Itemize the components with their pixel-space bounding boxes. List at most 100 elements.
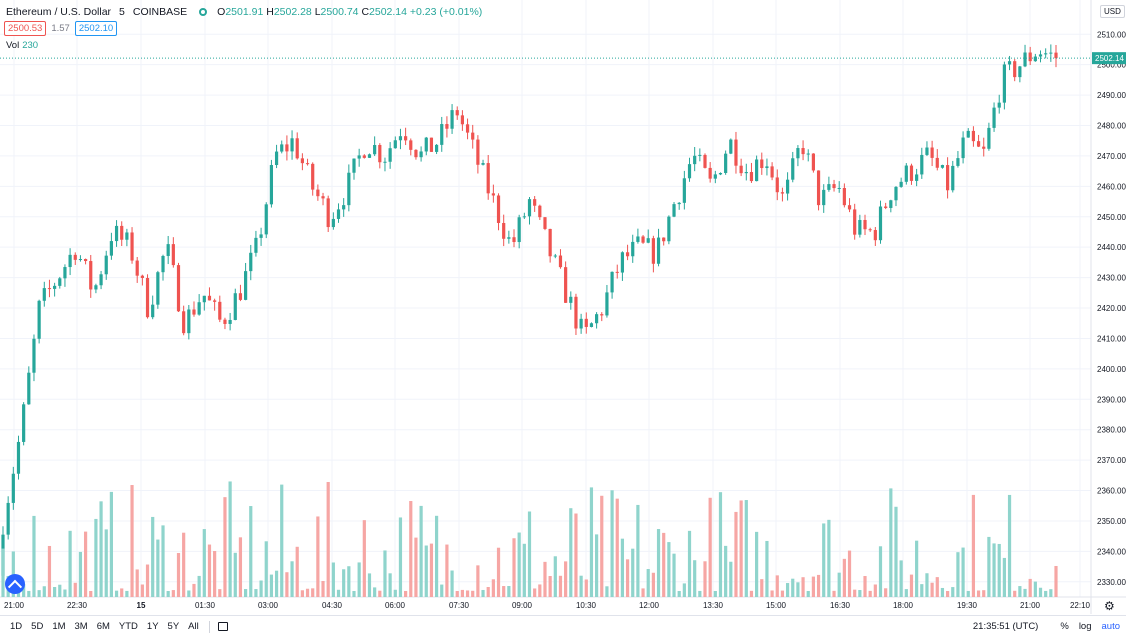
candle-body xyxy=(553,255,557,257)
volume-bar xyxy=(878,546,883,597)
volume-bar xyxy=(249,506,253,597)
candle-body xyxy=(486,163,490,194)
volume-bar xyxy=(151,516,155,597)
auto-scale-toggle[interactable]: auto xyxy=(1101,621,1121,632)
volume-bar xyxy=(429,543,434,597)
candle-body xyxy=(811,153,815,171)
utc-clock[interactable]: 21:35:51 (UTC) xyxy=(972,621,1039,632)
candle-body xyxy=(1044,53,1048,55)
candle-body xyxy=(460,115,464,125)
volume-bar xyxy=(254,589,258,597)
range-button-5d[interactable]: 5D xyxy=(31,621,44,632)
log-scale-toggle[interactable]: log xyxy=(1078,621,1092,632)
candle-body xyxy=(1018,66,1022,78)
y-tick-label: 2350.00 xyxy=(1097,517,1126,526)
scale-controls: 21:35:51 (UTC) % log auto xyxy=(973,621,1120,632)
candle-body xyxy=(244,271,248,300)
candle-body xyxy=(801,148,805,155)
candle-body xyxy=(785,179,790,194)
volume-bar xyxy=(636,504,640,597)
volume-bar xyxy=(605,586,609,597)
candle-body xyxy=(517,217,521,243)
volume-bar xyxy=(873,584,877,597)
volume-bar xyxy=(558,575,563,597)
calendar-icon[interactable] xyxy=(217,622,228,631)
candle-body xyxy=(264,204,268,235)
volume-bar xyxy=(708,497,712,597)
range-button-5y[interactable]: 5Y xyxy=(167,621,180,632)
range-button-1m[interactable]: 1M xyxy=(52,621,66,632)
volume-bar xyxy=(202,529,206,597)
candle-body xyxy=(971,130,976,142)
volume-bar xyxy=(321,580,325,597)
volume-bar xyxy=(584,579,588,597)
volume-bar xyxy=(156,539,160,597)
gear-icon[interactable]: ⚙ xyxy=(1104,599,1115,613)
candle-body xyxy=(724,153,728,173)
x-tick-label: 13:30 xyxy=(703,601,724,610)
currency-label[interactable]: USD xyxy=(1100,5,1125,18)
candle-body xyxy=(976,141,981,147)
price-chart[interactable]: 2330.00 2340.00 2350.00 2360.00 2370.00 2380.… xyxy=(0,0,1126,614)
candle-body xyxy=(569,296,573,303)
volume-bar xyxy=(641,588,645,597)
volume-bar xyxy=(440,584,444,597)
volume-bar xyxy=(295,546,299,597)
candle-body xyxy=(749,172,754,182)
volume-bar xyxy=(1054,565,1058,597)
volume-bar xyxy=(213,550,217,597)
volume-bar xyxy=(1002,557,1006,597)
volume-bar xyxy=(89,590,93,597)
candle-body xyxy=(780,192,785,194)
candle-body xyxy=(362,155,366,158)
candle-body xyxy=(739,165,743,174)
candle-body xyxy=(367,154,372,158)
candle-body xyxy=(502,222,506,239)
candle-body xyxy=(992,107,996,128)
candle-body xyxy=(543,217,547,229)
volume-bar xyxy=(785,583,790,597)
volume-bar xyxy=(842,558,846,597)
percent-scale-toggle[interactable]: % xyxy=(1060,621,1069,632)
candle-body xyxy=(1049,52,1053,54)
candle-body xyxy=(130,232,134,261)
volume-bar xyxy=(274,570,279,597)
volume-bar xyxy=(600,495,604,597)
range-button-all[interactable]: All xyxy=(188,621,199,632)
candle-body xyxy=(94,285,98,290)
range-button-1d[interactable]: 1D xyxy=(10,621,23,632)
x-tick-label: 16:30 xyxy=(830,601,851,610)
volume-bar xyxy=(620,538,625,597)
range-button-6m[interactable]: 6M xyxy=(96,621,110,632)
bid-price-button[interactable]: 2500.53 xyxy=(4,21,47,36)
candle-body xyxy=(197,302,201,315)
volume-bar xyxy=(434,515,439,597)
volume-bar xyxy=(915,540,919,597)
x-tick-label: 22:10 xyxy=(1070,601,1091,610)
volume-bar xyxy=(1044,590,1048,597)
volume-bar xyxy=(847,550,852,597)
candle-body xyxy=(171,244,175,266)
candle-body xyxy=(878,206,883,241)
candle-body xyxy=(589,323,594,327)
y-tick-label: 2360.00 xyxy=(1097,487,1126,496)
candle-body xyxy=(987,127,991,149)
ohlc-values: O2501.91 H2502.28 L2500.74 C2502.14 +0.2… xyxy=(217,6,483,18)
candle-body xyxy=(631,241,635,257)
ask-price-button[interactable]: 2502.10 xyxy=(74,21,118,36)
candle-body xyxy=(445,124,449,129)
range-button-3m[interactable]: 3M xyxy=(74,621,88,632)
tradingview-logo-icon[interactable] xyxy=(5,574,25,594)
candle-body xyxy=(290,138,294,152)
candle-body xyxy=(476,139,480,165)
range-button-ytd[interactable]: YTD xyxy=(118,621,138,632)
volume-bar xyxy=(357,562,361,597)
y-tick-label: 2340.00 xyxy=(1097,547,1126,556)
range-button-1y[interactable]: 1Y xyxy=(146,621,159,632)
volume-bar xyxy=(99,501,103,597)
volume-bar xyxy=(811,576,815,597)
volume-bar xyxy=(140,584,144,597)
x-tick-label: 22:30 xyxy=(67,601,88,610)
candle-body xyxy=(951,165,955,191)
volume-bar xyxy=(718,492,723,597)
